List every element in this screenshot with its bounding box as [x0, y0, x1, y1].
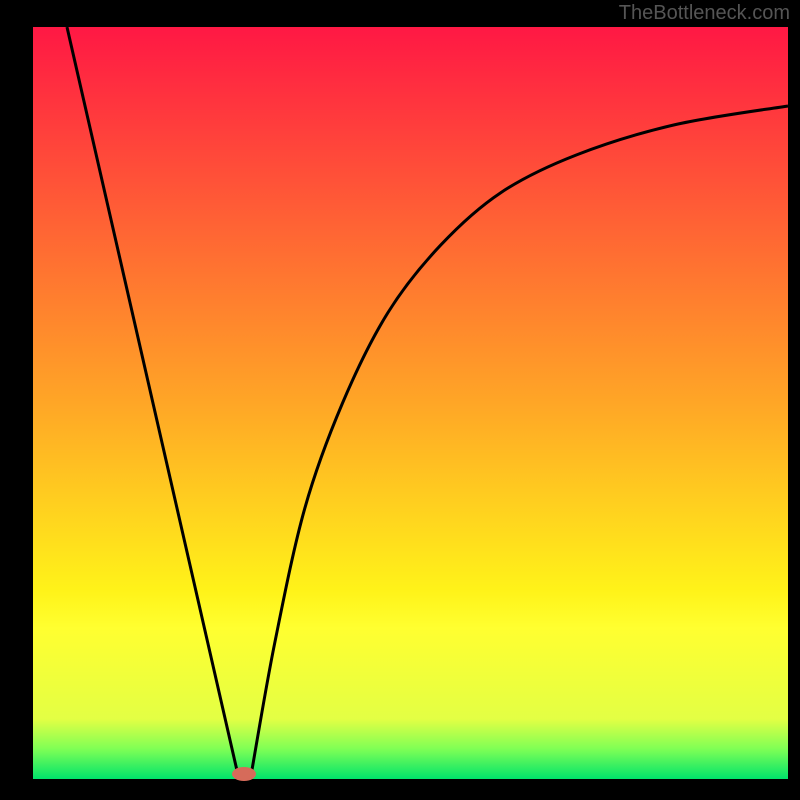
chart-container: TheBottleneck.com: [0, 0, 800, 800]
watermark-text: TheBottleneck.com: [619, 2, 790, 25]
curve-right-branch: [252, 106, 788, 770]
curve-left-branch: [67, 27, 237, 770]
curve-svg: [33, 27, 788, 779]
minimum-marker: [232, 767, 256, 781]
plot-area: [33, 27, 788, 779]
